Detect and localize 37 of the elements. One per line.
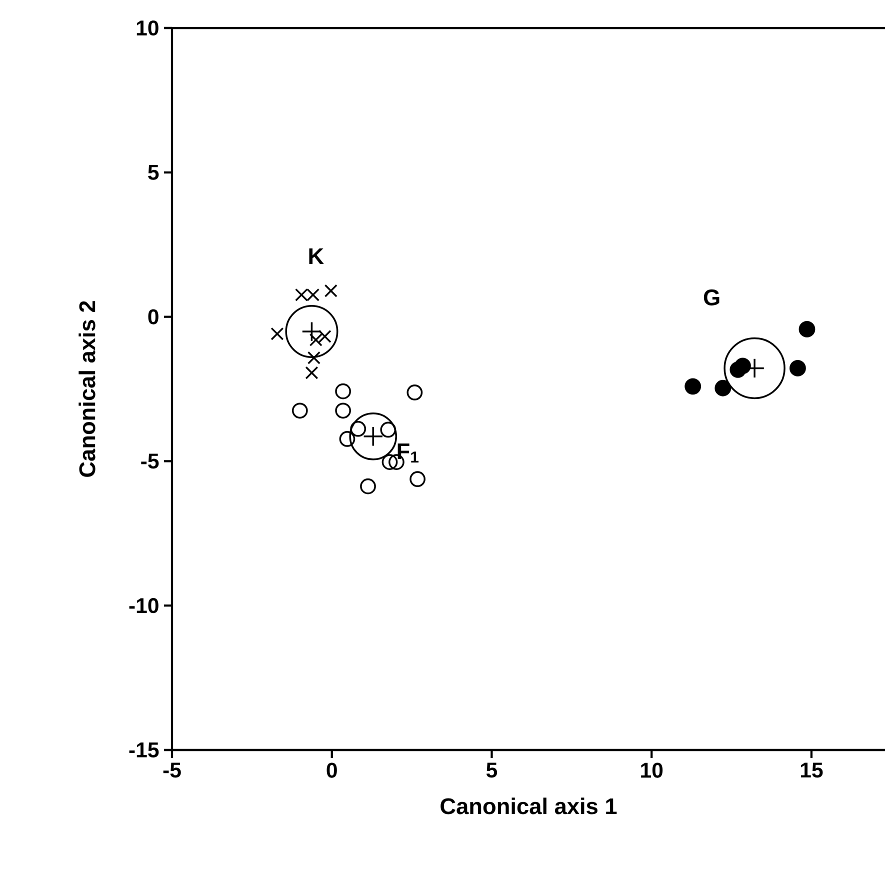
y-tick-label: -15 — [129, 742, 159, 758]
y-tick-label: 0 — [148, 309, 158, 324]
point — [350, 420, 366, 437]
x-tick-label: 0 — [326, 762, 337, 778]
x-tick-label: 5 — [486, 762, 498, 778]
point — [790, 360, 806, 376]
x-tick-label: 10 — [641, 762, 663, 778]
y-axis-title: Canonical axis 2 — [78, 301, 96, 477]
point — [309, 333, 322, 346]
series-label: K — [309, 248, 324, 264]
point — [410, 471, 426, 488]
point — [318, 330, 332, 343]
x-tick-label: 15 — [800, 762, 823, 778]
point — [684, 378, 702, 395]
point — [335, 402, 351, 419]
x-axis-title: Canonical axis 1 — [440, 798, 617, 814]
point — [292, 402, 308, 419]
text: G — [704, 289, 720, 306]
x-tick-label: -5 — [163, 762, 181, 778]
point — [305, 366, 318, 380]
series-label: F$_{1}$ — [398, 443, 419, 462]
point — [798, 321, 816, 338]
point — [335, 383, 351, 400]
point — [324, 284, 338, 298]
point — [270, 327, 284, 340]
point — [714, 380, 732, 396]
y-tick-label: 10 — [136, 20, 158, 36]
y-tick-label: -5 — [141, 454, 159, 469]
point — [339, 431, 356, 447]
point — [734, 358, 751, 374]
y-tick-label: -10 — [129, 598, 158, 614]
point — [380, 422, 396, 438]
point — [406, 384, 423, 400]
point — [360, 478, 376, 494]
y-tick-label: 5 — [148, 164, 159, 180]
point — [307, 351, 320, 364]
point — [382, 454, 398, 470]
